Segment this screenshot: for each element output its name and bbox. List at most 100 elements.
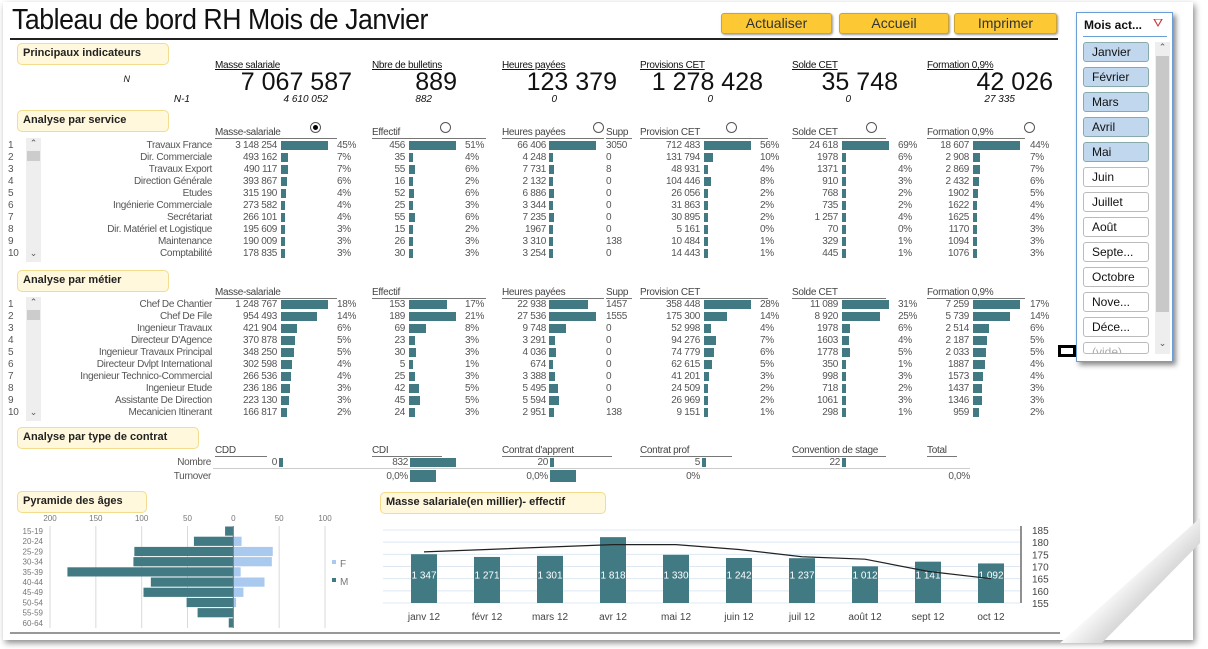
data-bar [973, 177, 980, 186]
kpi-previous-value: 27 335 [984, 94, 1015, 105]
slicer-item[interactable]: Mars [1083, 92, 1149, 112]
cell-value: 236 186 [242, 383, 277, 394]
data-bar [281, 189, 286, 198]
contract-turnover: 0,0% [526, 471, 548, 482]
cell-value: 104 446 [665, 176, 700, 187]
data-bar [973, 189, 978, 198]
cell-value: 718 [822, 383, 838, 394]
data-bar [281, 237, 285, 246]
data-bar [281, 300, 328, 309]
slicer-item[interactable]: Avril [1083, 117, 1149, 137]
cell-value: 1978 [816, 323, 838, 334]
cell-percent: 4% [337, 371, 351, 382]
cell-value: 190 009 [242, 236, 277, 247]
metric-radio-button[interactable] [1024, 122, 1035, 133]
row-number: 7 [8, 371, 14, 382]
slicer-item[interactable]: Août [1083, 217, 1149, 237]
cell-percent: 1% [898, 407, 912, 418]
metric-radio-button[interactable] [593, 122, 604, 133]
slicer-item[interactable]: Janvier [1083, 42, 1149, 62]
data-bar [973, 201, 978, 210]
cell-value: 1094 [947, 236, 969, 247]
row-label: Mecanicien Itinerant [128, 407, 213, 418]
cell-percent: 7% [1030, 164, 1044, 175]
data-bar [973, 300, 1020, 309]
data-bar [704, 249, 708, 258]
slicer-item[interactable]: Juillet [1083, 192, 1149, 212]
column-header: Heures payées [502, 287, 604, 299]
data-bar [550, 470, 576, 482]
scrollbar-thumb[interactable] [1156, 56, 1169, 312]
row-number: 1 [8, 140, 14, 151]
home-button[interactable]: Accueil [839, 13, 949, 34]
scroll-down-icon[interactable]: ⌄ [29, 407, 38, 417]
data-bar [973, 312, 1011, 321]
cell-value: 30 [394, 248, 405, 259]
cell-value: 302 598 [242, 359, 277, 370]
scroll-down-icon[interactable]: ⌄ [1158, 338, 1167, 348]
print-button[interactable]: Imprimer [954, 13, 1057, 34]
cell-value: 456 [389, 140, 405, 151]
cell-percent: 1% [760, 236, 774, 247]
refresh-button[interactable]: Actualiser [721, 13, 832, 34]
cell-value: 131 794 [665, 152, 700, 163]
data-bar [409, 312, 456, 321]
cell-value: 62 615 [671, 359, 700, 370]
slicer-item[interactable]: Déce... [1083, 317, 1149, 337]
data-bar [409, 396, 421, 405]
scrollbar-thumb[interactable] [27, 151, 40, 161]
row-number: 3 [8, 164, 14, 175]
metric-radio-button[interactable] [866, 122, 877, 133]
cell-supp: 0 [606, 347, 612, 358]
metric-radio-button[interactable] [440, 122, 451, 133]
row-label: Secrétariat [166, 212, 212, 223]
scroll-down-icon[interactable]: ⌄ [29, 248, 38, 258]
cell-supp: 0 [606, 383, 612, 394]
metric-radio-button[interactable] [726, 122, 737, 133]
table-scrollbar[interactable]: ⌃ ⌄ [26, 138, 41, 262]
slicer-item[interactable]: Octobre [1083, 267, 1149, 287]
table-row: 10 Comptabilité 178 835 3% 30 3% 3 254 14 443 1%… [0, 248, 1060, 260]
slicer-item[interactable]: Nove... [1083, 292, 1149, 312]
cell-value: 998 [822, 371, 838, 382]
slicer-item[interactable]: Juin [1083, 167, 1149, 187]
data-bar [281, 225, 285, 234]
slicer-item[interactable]: Septe... [1083, 242, 1149, 262]
data-bar [704, 213, 708, 222]
data-bar [410, 458, 456, 467]
slicer-item[interactable]: (vide) [1083, 342, 1149, 354]
data-bar [842, 360, 846, 369]
scroll-up-icon[interactable]: ⌃ [29, 138, 38, 148]
row-label: Ingenieur Travaux Principal [98, 347, 212, 358]
kpi-previous-value: 0 [845, 94, 851, 105]
table-scrollbar[interactable]: ⌃ ⌄ [26, 297, 41, 421]
table-row: 1 Chef De Chantier 1 248 767 18% 153 17% 22 93… [0, 299, 1060, 311]
scroll-up-icon[interactable]: ⌃ [1158, 42, 1167, 52]
clear-filter-icon[interactable]: ⛛ [1153, 16, 1164, 30]
contract-turnover: 0,0% [386, 471, 408, 482]
cell-value: 3 148 254 [235, 140, 277, 151]
cell-percent: 3% [337, 236, 351, 247]
row-label: Directeur D'Agence [131, 335, 212, 346]
scroll-up-icon[interactable]: ⌃ [29, 297, 38, 307]
cell-percent: 6% [1030, 176, 1044, 187]
cell-value: 66 406 [517, 140, 546, 151]
cell-percent: 14% [337, 311, 357, 322]
cell-percent: 2% [898, 383, 912, 394]
cell-percent: 31% [898, 299, 918, 310]
slicer-scrollbar[interactable]: ⌃ ⌄ [1155, 42, 1170, 354]
cell-value: 15 [394, 224, 405, 235]
scrollbar-thumb[interactable] [27, 310, 40, 320]
data-bar [281, 348, 295, 357]
data-bar [973, 225, 977, 234]
metric-radio-button[interactable] [310, 122, 321, 133]
cell-supp: 0 [606, 323, 612, 334]
slicer-item[interactable]: Février [1083, 67, 1149, 87]
cell-value: 189 [389, 311, 405, 322]
slicer-item[interactable]: Mai [1083, 142, 1149, 162]
cell-value: 1887 [947, 359, 969, 370]
row-number: 7 [8, 212, 14, 223]
kpi-label: Heures payées [502, 60, 566, 71]
cell-value: 350 [822, 359, 838, 370]
contract-count: 0 [271, 457, 278, 468]
